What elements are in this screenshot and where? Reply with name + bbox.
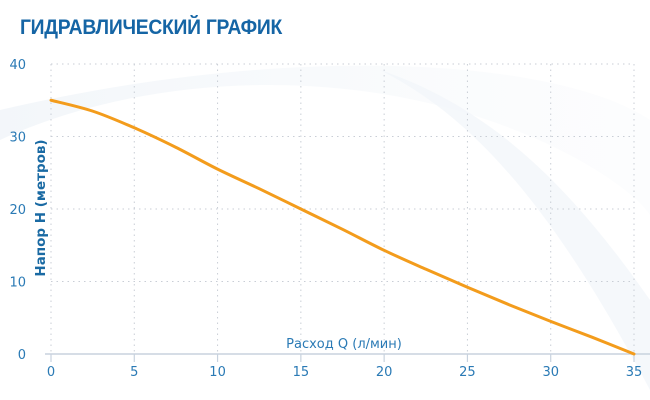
head-curve-line — [49, 98, 636, 356]
grid-lines — [50, 63, 635, 354]
y-tick-labels: 0 10 20 30 40 — [9, 58, 26, 363]
x-tick-label: 30 — [542, 365, 559, 380]
background-swoosh — [0, 65, 650, 390]
x-tick-label: 0 — [47, 365, 55, 380]
axes — [45, 353, 650, 362]
y-tick-label: 30 — [9, 131, 26, 146]
x-tick-labels: 0 5 10 15 20 25 30 35 — [47, 365, 642, 380]
x-tick-label: 15 — [293, 365, 310, 380]
x-tick-label: 25 — [459, 365, 476, 380]
x-tick-label: 5 — [130, 365, 138, 380]
y-tick-label: 40 — [9, 58, 26, 73]
y-tick-label: 10 — [9, 276, 26, 291]
x-tick-label: 10 — [209, 365, 226, 380]
x-tick-label: 35 — [626, 365, 643, 380]
y-tick-label: 20 — [9, 203, 26, 218]
y-axis-label: Напор H (метров) — [33, 139, 49, 276]
y-tick-label: 0 — [18, 348, 26, 363]
x-tick-label: 20 — [376, 365, 393, 380]
chart-title: ГИДРАВЛИЧЕСКИЙ ГРАФИК — [20, 16, 282, 39]
x-axis-label: Расход Q (л/мин) — [286, 337, 402, 352]
